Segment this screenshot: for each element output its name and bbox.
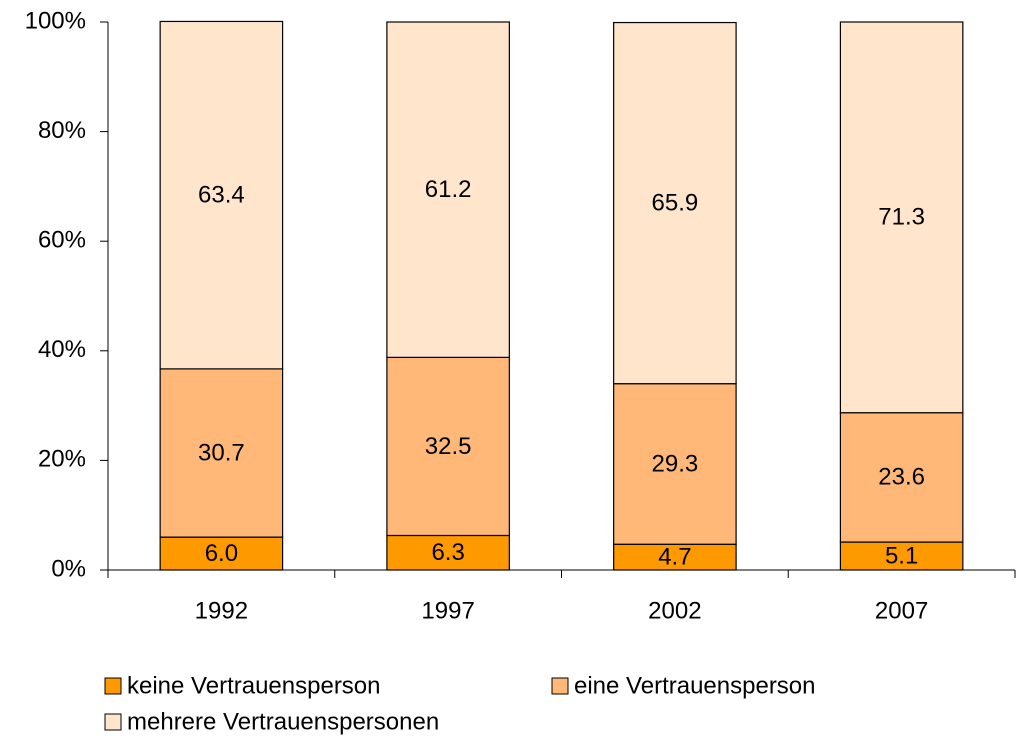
bar-segment xyxy=(613,21,737,385)
data-label: 63.4 xyxy=(198,182,245,209)
data-label: 23.6 xyxy=(878,464,925,491)
bar-segment xyxy=(386,356,510,537)
legend-label: eine Vertrauensperson xyxy=(574,672,816,699)
data-label: 65.9 xyxy=(652,189,699,216)
x-tick-label: 1997 xyxy=(421,597,474,624)
data-label: 71.3 xyxy=(878,204,925,231)
y-tick-label: 60% xyxy=(38,227,86,254)
data-label: 32.5 xyxy=(425,433,472,460)
x-tick-label: 2002 xyxy=(648,597,701,624)
y-tick-label: 40% xyxy=(38,336,86,363)
data-label: 6.3 xyxy=(431,539,464,566)
x-tick-label: 1992 xyxy=(195,597,248,624)
legend-swatch xyxy=(104,713,122,731)
bar-segment xyxy=(386,21,510,358)
bar-segment xyxy=(839,21,964,414)
y-tick-label: 0% xyxy=(51,555,86,582)
bar-segment xyxy=(159,368,284,538)
y-tick-label: 20% xyxy=(38,446,86,473)
bar-segment xyxy=(613,543,737,571)
data-label: 6.0 xyxy=(205,540,238,567)
x-tick-label: 2007 xyxy=(875,597,928,624)
legend-label: keine Vertrauensperson xyxy=(127,672,381,699)
legend-label: mehrere Vertrauenspersonen xyxy=(127,708,439,735)
data-label: 5.1 xyxy=(885,542,918,569)
bar-segment xyxy=(839,541,964,571)
legend-swatch xyxy=(104,677,122,695)
data-label: 61.2 xyxy=(425,176,472,203)
legend-swatch xyxy=(551,677,569,695)
data-label: 29.3 xyxy=(652,450,699,477)
bar-segment xyxy=(159,20,284,370)
bar-segment xyxy=(839,412,964,543)
bar-segment xyxy=(613,383,737,545)
y-tick-label: 100% xyxy=(25,7,86,34)
y-tick-label: 80% xyxy=(38,117,86,144)
data-label: 4.7 xyxy=(658,543,691,570)
data-label: 30.7 xyxy=(198,439,245,466)
